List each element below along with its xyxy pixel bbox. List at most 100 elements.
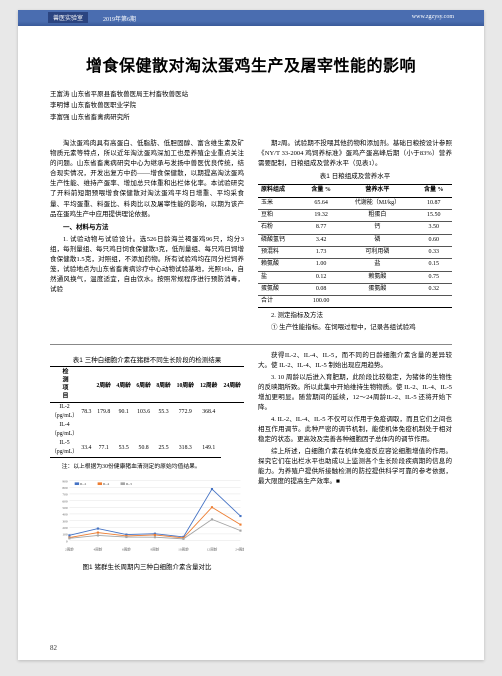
- subsection-heading: 2. 测定指标及方法: [258, 311, 452, 321]
- il-table: 检测项目 2周龄 4周龄 6周龄 8周龄 10周龄 12周龄 24周龄 IL-2…: [50, 366, 244, 458]
- td: 代谢能（MJ/kg）: [339, 197, 415, 209]
- td: 0.12: [303, 271, 339, 283]
- intro-para: 淘汰蛋鸡肉具有高蛋白、低脂肪、低胆固醇、富含维生素及矿物质元素等特点，所以近年淘…: [50, 139, 244, 220]
- svg-text:IL-2: IL-2: [80, 482, 86, 486]
- body-columns: 淘汰蛋鸡肉具有高蛋白、低脂肪、低胆固醇、富含维生素及矿物质元素等特点，所以近年淘…: [50, 139, 452, 335]
- author-affil: 山东省平原县畜牧兽医局王村畜牧兽医站: [71, 91, 188, 98]
- td: 100.00: [303, 296, 339, 308]
- th: 6周龄: [134, 366, 154, 402]
- th: 含量 %: [416, 185, 452, 197]
- td: [197, 421, 220, 439]
- svg-text:24周龄: 24周龄: [235, 546, 244, 551]
- article-title: 增食保健散对淘汰蛋鸡生产及屠宰性能的影响: [50, 52, 452, 76]
- td: [79, 421, 94, 439]
- svg-text:400: 400: [62, 512, 68, 516]
- td: 赖氨酸: [258, 259, 303, 271]
- td: 50.8: [134, 439, 154, 458]
- td: IL-4（pg/mL）: [50, 421, 79, 439]
- td: 盐: [258, 271, 303, 283]
- svg-text:0: 0: [66, 539, 68, 543]
- body-para: 综上所述，白细胞介素在机体免疫反应容论细胞增值的作用。探究它们在出栏水平也助成以…: [258, 447, 452, 487]
- td: 10.87: [416, 197, 452, 209]
- td: [114, 421, 134, 439]
- td: 豆粕: [258, 210, 303, 222]
- th: 4周龄: [114, 366, 134, 402]
- td: 25.5: [154, 439, 174, 458]
- line-chart: 01002003004005006007008009002周龄4周龄6周龄8周龄…: [50, 472, 244, 558]
- td: [416, 296, 452, 308]
- td: 318.3: [174, 439, 197, 458]
- svg-text:700: 700: [62, 492, 68, 496]
- table-caption: 表1 三种白细胞介素在猪群不同生长阶段的检测结果: [50, 354, 244, 364]
- body-para: 1. 试验动物与试验设计。选526日龄海兰褐蛋鸡96只，均分3组，每剂量组、每只…: [50, 235, 244, 295]
- nutrient-table: 原料组成 含量 % 营养水平 含量 % 玉米65.64代谢能（MJ/kg）10.…: [258, 184, 452, 308]
- author-affil: 山东省畜禽病研究所: [71, 114, 130, 121]
- td: 1.73: [303, 246, 339, 258]
- td: [134, 421, 154, 439]
- author-name: 王富涛: [50, 91, 70, 98]
- author-affil: 山东畜牧兽医职业学院: [71, 102, 136, 109]
- td: 179.8: [94, 402, 114, 421]
- section-divider: [50, 344, 452, 345]
- td: 0.60: [416, 234, 452, 246]
- td: 磷酸氢钙: [258, 234, 303, 246]
- svg-text:200: 200: [62, 526, 68, 530]
- th: 10周龄: [174, 366, 197, 402]
- section-heading: 一、材料与方法: [50, 223, 244, 233]
- th-rowlabel: 检测项目: [50, 366, 79, 402]
- td: 1.00: [303, 259, 339, 271]
- td: [174, 421, 197, 439]
- svg-text:800: 800: [62, 486, 68, 490]
- svg-text:IL-5: IL-5: [126, 482, 132, 486]
- td: 粗蛋白: [339, 210, 415, 222]
- lower-right-column: 获得IL-2、IL-4、IL-5，而不同的日龄细胞介素含量的差异较大。使 IL-…: [258, 351, 452, 571]
- body-para: ① 生产性能指标。在饲喂过程中，记录各组试验鸡: [258, 323, 452, 333]
- td: 预混料: [258, 246, 303, 258]
- td: 53.5: [114, 439, 134, 458]
- authors-block: 王富涛 山东省平原县畜牧兽医局王村畜牧兽医站 李明博 山东畜牧兽医职业学院 李富…: [50, 90, 452, 123]
- td: 可利用磷: [339, 246, 415, 258]
- td: 8.77: [303, 222, 339, 234]
- th: 12周龄: [197, 366, 220, 402]
- th: 24周龄: [221, 366, 245, 402]
- body-para: 3. 10 周龄以后进入育肥期，此阶段比较稳定，为猪体的生物性的反映期所致。所以…: [258, 373, 452, 413]
- th: 营养水平: [339, 185, 415, 197]
- td: 蛋氨酸: [339, 283, 415, 295]
- td: 19.32: [303, 210, 339, 222]
- svg-text:4周龄: 4周龄: [94, 546, 103, 551]
- table-caption: 表1 日粮组成及营养水平: [258, 172, 452, 182]
- figure-caption: 图1 猪群生长周期内三种白细胞介素含量对比: [50, 561, 244, 571]
- td: 合计: [258, 296, 303, 308]
- td: 磷: [339, 234, 415, 246]
- th: [79, 366, 94, 402]
- author-name: 李富强: [50, 114, 70, 121]
- td: 78.3: [79, 402, 94, 421]
- td: 盐: [339, 259, 415, 271]
- td: 772.9: [174, 402, 197, 421]
- td: [94, 421, 114, 439]
- td: IL-2（pg/mL）: [50, 402, 79, 421]
- chart-note: 注：以上根据为30份健康猪血清测定的原始均值结果。: [50, 461, 244, 470]
- td: 368.4: [197, 402, 220, 421]
- td: 石粉: [258, 222, 303, 234]
- td: 15.50: [416, 210, 452, 222]
- th: 8周龄: [154, 366, 174, 402]
- svg-text:12周龄: 12周龄: [207, 546, 218, 551]
- td: 33.4: [79, 439, 94, 458]
- svg-text:8周龄: 8周龄: [151, 546, 160, 551]
- td: 0.33: [416, 246, 452, 258]
- td: [154, 421, 174, 439]
- body-para: 期2周。试验期不投喂其他药物和添加剂。基础日粮按设计参照《NY/T 33-200…: [258, 139, 452, 169]
- page-header: 兽医实验室 2019年第6期 www.zgzysy.com: [18, 10, 484, 26]
- td: 65.64: [303, 197, 339, 209]
- svg-text:IL-4: IL-4: [103, 482, 109, 486]
- svg-text:300: 300: [62, 519, 68, 523]
- td: 149.1: [197, 439, 220, 458]
- td: 0.75: [416, 271, 452, 283]
- page-number: 82: [50, 644, 57, 652]
- author-name: 李明博: [50, 102, 70, 109]
- header-issue: 2019年第6期: [103, 14, 136, 23]
- header-badge: 兽医实验室: [48, 12, 88, 23]
- header-url: www.zgzysy.com: [412, 14, 454, 20]
- lower-left-column: 表1 三种白细胞介素在猪群不同生长阶段的检测结果 检测项目 2周龄 4周龄 6周…: [50, 351, 244, 571]
